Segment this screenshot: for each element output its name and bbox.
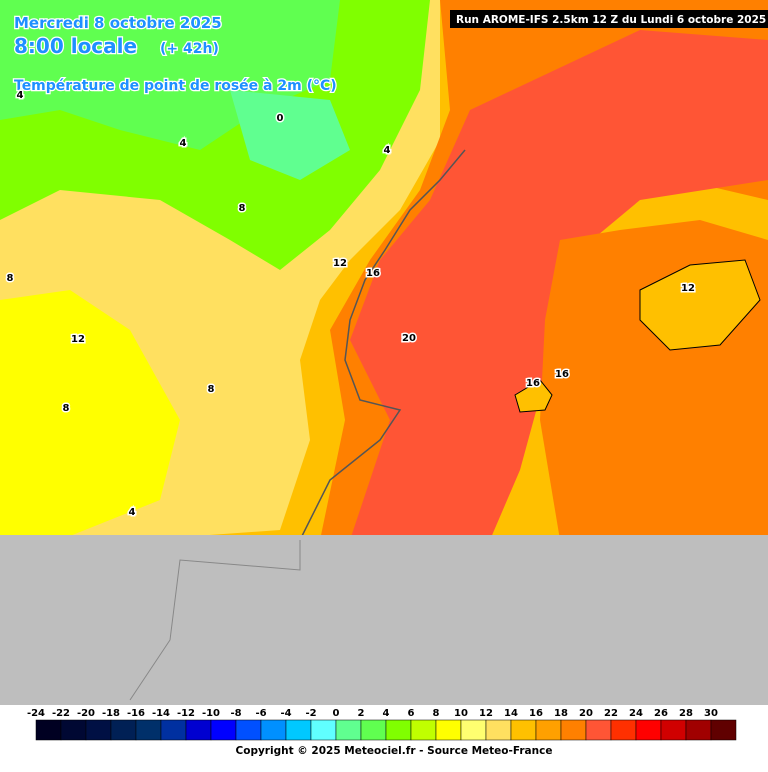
contour-label: 4 xyxy=(17,90,24,101)
run-info: Run AROME-IFS 2.5km 12 Z du Lundi 6 octo… xyxy=(456,14,766,26)
legend-tick-label: -2 xyxy=(305,708,316,719)
contour-label: 8 xyxy=(208,384,215,395)
lead-time: (+ 42h) xyxy=(160,41,219,57)
ibiza xyxy=(514,379,553,413)
color-swatch xyxy=(460,719,487,741)
contour-label: 20 xyxy=(402,333,416,344)
color-swatch xyxy=(710,719,737,741)
color-swatch xyxy=(160,719,187,741)
legend-tick-label: 6 xyxy=(408,708,415,719)
legend-tick-label: 24 xyxy=(629,708,643,719)
parameter: Température de point de rosée à 2m (°C) xyxy=(14,78,337,94)
color-swatch xyxy=(85,719,112,741)
color-swatch xyxy=(185,719,212,741)
legend-tick-label: -10 xyxy=(202,708,220,719)
color-swatch xyxy=(685,719,712,741)
legend-tick-label: 0 xyxy=(333,708,340,719)
contour-label: 12 xyxy=(71,334,85,345)
land-cool xyxy=(230,90,350,180)
color-swatch xyxy=(360,719,387,741)
contour-label: 16 xyxy=(366,268,380,279)
legend-tick-label: -14 xyxy=(152,708,170,719)
mallorca xyxy=(639,259,761,351)
color-legend: -24 -22 -20 -18 -16 -14 -12 -10 -8 -6 -4 -2 0 2 4 6 8 10 1… xyxy=(27,708,737,741)
color-swatch xyxy=(560,719,587,741)
copyright: Copyright © 2025 Meteociel.fr - Source M… xyxy=(236,745,553,757)
color-swatch xyxy=(310,719,337,741)
legend-tick-label: -16 xyxy=(127,708,145,719)
legend-tick-label: -12 xyxy=(177,708,195,719)
legend-tick-label: 8 xyxy=(433,708,440,719)
color-swatch xyxy=(260,719,287,741)
contour-label: 8 xyxy=(63,403,70,414)
color-swatch xyxy=(135,719,162,741)
time: 8:00 locale xyxy=(14,34,137,58)
legend-tick-label: 28 xyxy=(679,708,693,719)
color-swatch xyxy=(35,719,62,741)
contour-label: 12 xyxy=(333,258,347,269)
color-swatch xyxy=(435,719,462,741)
legend-tick-label: -4 xyxy=(280,708,291,719)
legend-tick-label: 2 xyxy=(358,708,365,719)
legend-tick-label: 26 xyxy=(654,708,668,719)
run-box xyxy=(450,10,768,28)
color-swatch xyxy=(410,719,437,741)
legend-tick-label: 4 xyxy=(383,708,390,719)
legend-tick-label: 10 xyxy=(454,708,468,719)
no-data-area xyxy=(0,535,768,705)
color-swatch xyxy=(585,719,612,741)
color-swatch xyxy=(485,719,512,741)
date: Mercredi 8 octobre 2025 xyxy=(14,14,222,32)
contour-label: 16 xyxy=(526,378,540,389)
legend-tick-label: -22 xyxy=(52,708,70,719)
legend-tick-label: -6 xyxy=(255,708,266,719)
color-swatch xyxy=(285,719,312,741)
color-swatch xyxy=(60,719,87,741)
color-swatch xyxy=(385,719,412,741)
legend-tick-label: -24 xyxy=(27,708,45,719)
color-swatch xyxy=(610,719,637,741)
color-swatch xyxy=(235,719,262,741)
legend-tick-label: -20 xyxy=(77,708,95,719)
contour-label: 0 xyxy=(277,113,284,124)
legend-tick-label: 18 xyxy=(554,708,568,719)
color-swatch xyxy=(335,719,362,741)
legend-tick-label: 12 xyxy=(479,708,493,719)
legend-tick-label: -18 xyxy=(102,708,120,719)
contour-labels: 4 0 4 4 8 12 16 8 12 20 12 16 16 8 8 4 xyxy=(5,89,696,520)
land-yellow xyxy=(0,290,180,540)
legend-tick-label: 14 xyxy=(504,708,518,719)
color-swatch xyxy=(635,719,662,741)
contour-label: 16 xyxy=(555,369,569,380)
border xyxy=(129,540,301,701)
coastline xyxy=(299,149,466,541)
legend-tick-label: 16 xyxy=(529,708,543,719)
legend-tick-label: 22 xyxy=(604,708,618,719)
color-swatch xyxy=(660,719,687,741)
contour-label: 4 xyxy=(180,138,187,149)
color-swatch xyxy=(210,719,237,741)
contour-label: 12 xyxy=(681,283,695,294)
color-swatch xyxy=(535,719,562,741)
contour-label: 4 xyxy=(129,507,136,518)
contour-label: 4 xyxy=(384,145,391,156)
legend-tick-label: 20 xyxy=(579,708,593,719)
contour-label: 8 xyxy=(7,273,14,284)
color-swatch xyxy=(110,719,137,741)
legend-tick-label: 30 xyxy=(704,708,718,719)
contour-label: 8 xyxy=(239,203,246,214)
color-swatch xyxy=(510,719,537,741)
legend-tick-label: -8 xyxy=(230,708,241,719)
